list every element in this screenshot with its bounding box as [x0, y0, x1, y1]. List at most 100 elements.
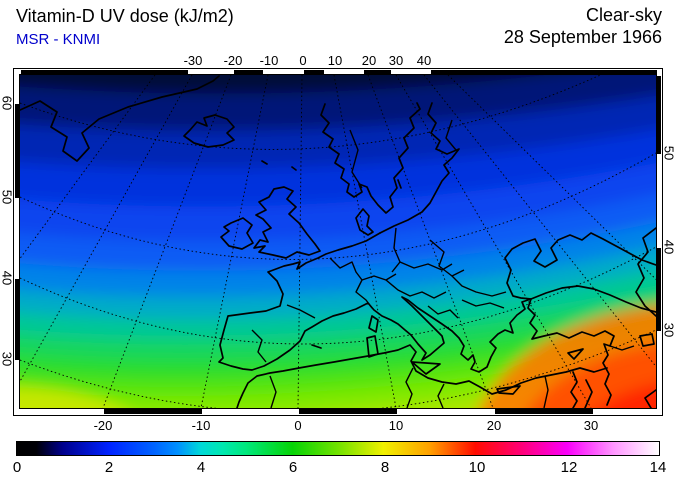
border-pyrenees — [286, 304, 316, 319]
axis-tick-bottom: 20 — [486, 418, 502, 433]
axis-tick-top: 0 — [299, 53, 307, 68]
axis-tick-right: 30 — [661, 322, 677, 338]
frame-tick-segment — [364, 70, 391, 75]
colorbar-tick: 8 — [380, 459, 390, 476]
colorbar-tick: 4 — [196, 459, 206, 476]
coast-corsica — [368, 315, 379, 333]
border-libya — [437, 383, 445, 408]
source-label: MSR - KNMI — [16, 31, 101, 48]
coast-caspian — [635, 227, 656, 317]
coast-ireland — [220, 217, 254, 250]
colorbar-tick: 6 — [288, 459, 298, 476]
coast-greenland — [20, 75, 220, 162]
coast-mainland-europe — [218, 232, 532, 373]
colorbar-tick: 12 — [560, 459, 578, 476]
frame-tick-segment — [234, 70, 263, 75]
colorbar-tick: 10 — [468, 459, 486, 476]
date-label: 28 September 1966 — [503, 27, 662, 47]
coast-faroe — [261, 160, 268, 165]
axis-tick-top: 20 — [361, 53, 377, 68]
coast-balearics — [311, 344, 322, 349]
frame-tick-segment — [656, 248, 661, 331]
border-romania — [451, 275, 507, 297]
coast-cyprus — [567, 348, 584, 360]
frame-tick-segment — [304, 70, 324, 75]
coast-sardinia — [366, 335, 379, 358]
border-poland-ukraine — [429, 239, 465, 277]
river-nile — [570, 371, 578, 408]
frame-tick-segment — [104, 409, 202, 414]
border-algeria-tunisia — [405, 367, 414, 408]
coast-finland-baltic — [379, 102, 460, 234]
colorbar-tick: 0 — [12, 459, 22, 476]
border-turkey-east — [609, 345, 635, 351]
border-germany-poland — [391, 227, 401, 273]
page-title: Vitamin-D UV dose (kJ/m2) — [16, 6, 234, 26]
frame-tick-segment — [299, 409, 397, 414]
frame-tick-segment — [431, 70, 657, 75]
axis-tick-right: 50 — [661, 145, 677, 161]
europe-coastlines — [20, 75, 656, 408]
axis-tick-top: -20 — [223, 53, 243, 68]
border-libya-egypt — [543, 375, 549, 408]
axis-tick-top: 40 — [416, 53, 432, 68]
border-germany-south — [361, 273, 397, 281]
colorbar — [16, 441, 660, 456]
border-france-east — [329, 257, 373, 309]
frame-tick-segment — [21, 70, 188, 75]
coast-black-sea-north — [504, 232, 656, 300]
border-norway-sweden — [349, 129, 363, 189]
frame-tick-segment — [15, 104, 20, 198]
axis-tick-top: 30 — [388, 53, 404, 68]
map-frame — [13, 68, 663, 416]
coast-sicily — [411, 361, 441, 375]
axis-tick-bottom: 30 — [583, 418, 599, 433]
coast-crete — [496, 385, 521, 395]
coast-gotland — [397, 179, 402, 189]
coast-north-africa — [236, 344, 608, 408]
axis-tick-bottom: 10 — [388, 418, 404, 433]
coast-iceland — [183, 114, 235, 148]
coast-great-britain — [253, 186, 321, 259]
axis-tick-left: 30 — [0, 351, 15, 367]
frame-tick-segment — [656, 76, 661, 154]
axis-tick-top: 10 — [327, 53, 343, 68]
coast-persian-gulf — [644, 389, 656, 408]
border-morocco-algeria — [269, 375, 277, 408]
axis-tick-top: -30 — [183, 53, 203, 68]
colorbar-tick: 2 — [104, 459, 114, 476]
border-czech-slovakia — [399, 261, 453, 271]
coast-black-sea-south — [530, 285, 656, 313]
axis-tick-bottom: -10 — [191, 418, 211, 433]
border-bulgaria — [461, 299, 505, 309]
coast-norway-sweden — [320, 102, 421, 214]
warm-hotspot-core — [596, 383, 656, 408]
uv-dose-map — [20, 75, 656, 408]
coast-denmark — [355, 208, 374, 236]
border-alps-hungary — [385, 279, 447, 299]
coast-shetland — [291, 166, 297, 171]
axis-tick-top: -10 — [259, 53, 279, 68]
map-canvas — [19, 74, 657, 409]
yellow-corner-tint — [20, 386, 123, 408]
border-balkans — [427, 305, 459, 319]
axis-tick-bottom: -20 — [93, 418, 113, 433]
frame-tick-segment — [495, 409, 593, 414]
coast-lake-van — [639, 333, 655, 347]
axis-tick-left: 50 — [0, 189, 15, 205]
axis-tick-left: 60 — [0, 95, 15, 111]
coast-turkey-levant — [527, 298, 615, 406]
frame-tick-segment — [15, 279, 20, 360]
border-portugal-spain — [251, 329, 267, 363]
axis-tick-bottom: 0 — [294, 418, 302, 433]
axis-tick-left: 40 — [0, 270, 15, 286]
coast-red-sea — [584, 379, 593, 408]
warm-hotspot-mid — [529, 343, 656, 408]
country-borders — [251, 119, 635, 408]
colorbar-tick: 14 — [649, 459, 667, 476]
dose-field — [20, 75, 656, 408]
condition-label: Clear-sky — [585, 5, 662, 25]
border-finland-russia — [445, 119, 457, 151]
axis-tick-right: 40 — [661, 239, 677, 255]
